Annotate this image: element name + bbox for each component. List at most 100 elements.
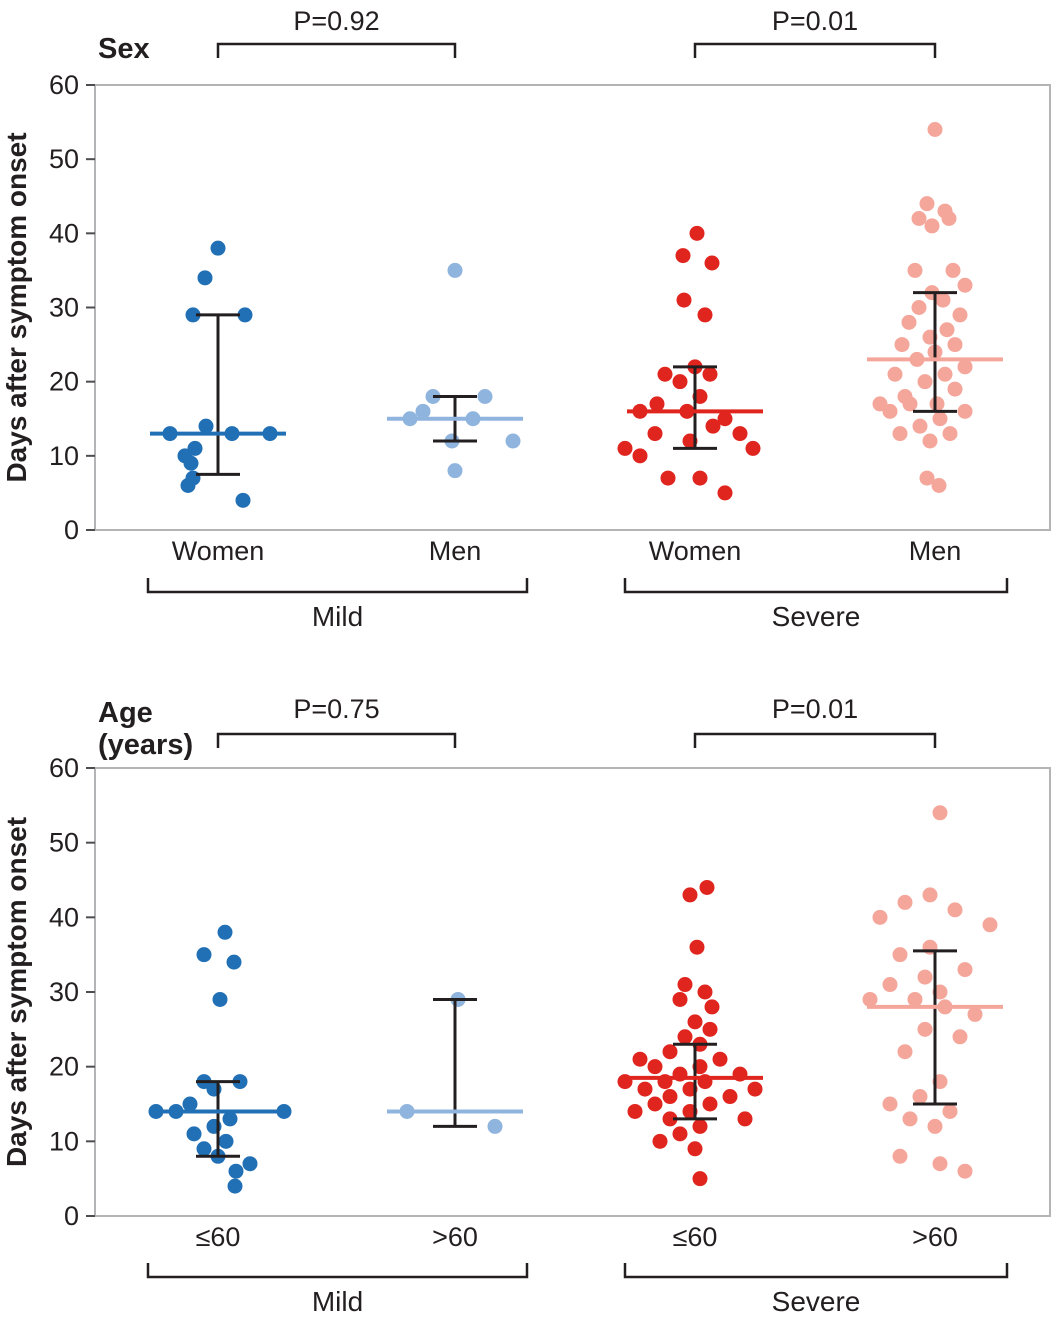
data-point: [657, 366, 673, 382]
data-point: [672, 991, 688, 1007]
data-point: [722, 1089, 738, 1105]
data-point: [942, 1103, 958, 1119]
data-point: [932, 411, 948, 427]
y-tick-label: 60: [49, 70, 79, 100]
data-point: [947, 381, 963, 397]
data-point: [647, 1096, 663, 1112]
p-value-bracket: [693, 42, 937, 58]
data-point: [185, 307, 201, 323]
data-point: [947, 902, 963, 918]
data-point: [647, 1059, 663, 1075]
data-point: [197, 270, 213, 286]
data-point: [705, 418, 721, 434]
data-point: [745, 440, 761, 456]
data-point: [242, 1156, 258, 1172]
group-label: Severe: [772, 1286, 861, 1317]
data-point: [922, 887, 938, 903]
data-point: [892, 947, 908, 963]
data-point: [627, 1103, 643, 1119]
data-point: [912, 418, 928, 434]
data-point: [941, 211, 957, 226]
data-point: [196, 1141, 212, 1157]
y-tick-label: 10: [49, 1126, 79, 1156]
data-point: [183, 455, 199, 471]
data-point: [652, 1133, 668, 1149]
data-point: [717, 485, 733, 501]
data-point: [217, 924, 233, 940]
data-point: [212, 991, 228, 1007]
x-tick-label: Men: [429, 536, 482, 566]
data-point: [692, 1118, 708, 1134]
data-point: [672, 374, 688, 390]
data-point: [942, 426, 958, 442]
data-point: [692, 470, 708, 486]
data-point: [649, 396, 665, 412]
y-tick-label: 60: [49, 753, 79, 783]
data-point: [907, 262, 923, 278]
data-point: [702, 366, 718, 382]
data-point: [897, 894, 913, 910]
y-axis-label: Days after symptom onset: [1, 132, 32, 482]
panel-sex: 0 10 20 30 40 50 60 Days after symptom onset Sex…: [1, 6, 1051, 632]
x-tick-label: Men: [909, 536, 962, 566]
data-point: [939, 322, 955, 338]
y-tick-label: 0: [64, 1201, 79, 1231]
p-value-label: P=0.75: [293, 694, 379, 724]
x-tick-label: Women: [172, 536, 265, 566]
p-value-label: P=0.01: [772, 6, 858, 36]
data-point: [182, 1096, 198, 1112]
y-tick-label: 50: [49, 144, 79, 174]
data-point: [882, 977, 898, 993]
data-point: [894, 337, 910, 353]
y-tick-label: 40: [49, 902, 79, 932]
data-point: [222, 1111, 238, 1127]
data-point: [957, 359, 973, 375]
data-point: [952, 1029, 968, 1045]
y-tick-label: 40: [49, 218, 79, 248]
data-point: [697, 307, 713, 323]
y-axis-label: Days after symptom onset: [1, 817, 32, 1167]
x-tick-label: ≤60: [673, 1222, 718, 1252]
y-tick-label: 30: [49, 293, 79, 323]
data-point: [892, 426, 908, 442]
y-tick-label: 30: [49, 977, 79, 1007]
panel-title: Age: [98, 697, 153, 729]
data-point: [505, 433, 521, 449]
data-point: [932, 805, 948, 821]
p-value-label: P=0.92: [293, 6, 379, 36]
data-point: [647, 426, 663, 442]
group-bracket: [146, 578, 529, 594]
data-point: [882, 403, 898, 419]
data-point: [704, 999, 720, 1015]
data-point: [957, 403, 973, 419]
data-point: [196, 947, 212, 963]
data-point: [702, 1096, 718, 1112]
y-tick-label: 50: [49, 828, 79, 858]
data-point: [737, 1111, 753, 1127]
data-point: [415, 403, 431, 419]
data-point: [632, 448, 648, 464]
data-point: [218, 1133, 234, 1149]
data-point: [917, 969, 933, 985]
panel-title: Sex: [98, 33, 150, 65]
data-point: [932, 1156, 948, 1172]
data-point: [947, 337, 963, 353]
data-point: [907, 991, 923, 1007]
data-point: [632, 1051, 648, 1067]
data-point: [237, 307, 253, 323]
data-point: [922, 433, 938, 449]
data-point: [882, 1096, 898, 1112]
panel-age: 0 10 20 30 40 50 60 Days after symptom onset Age…: [1, 694, 1051, 1317]
data-point: [931, 478, 947, 493]
data-point: [672, 1126, 688, 1142]
group-bracket: [146, 1263, 529, 1279]
data-point: [210, 240, 226, 256]
data-point: [662, 1044, 678, 1060]
data-point: [692, 1171, 708, 1187]
data-point: [687, 1141, 703, 1157]
data-point: [872, 909, 888, 925]
y-tick-label: 10: [49, 441, 79, 471]
data-point: [180, 478, 196, 493]
data-point: [682, 887, 698, 903]
